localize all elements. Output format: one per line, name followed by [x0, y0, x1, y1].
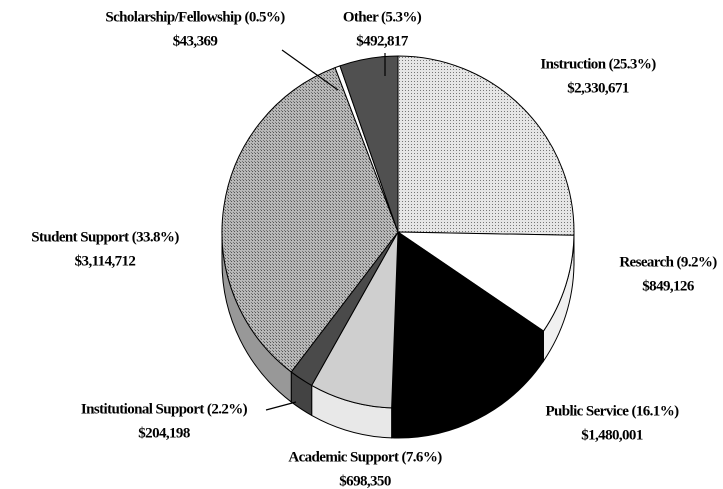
value-label: $492,817	[356, 33, 409, 49]
slice-label: Scholarship/Fellowship (0.5%)	[105, 9, 285, 25]
value-label: $43,369	[173, 33, 218, 49]
leader-line	[281, 49, 339, 91]
pie-slice	[339, 55, 399, 233]
slice-label: Institutional Support (2.2%)	[81, 401, 248, 417]
slice-label: Other (5.3%)	[343, 9, 422, 25]
leader-line	[265, 401, 297, 411]
slice-label: Academic Support (7.6%)	[288, 449, 442, 465]
slice-label: Public Service (16.1%)	[545, 403, 679, 419]
slice-label: Research (9.2%)	[619, 254, 717, 270]
slice-label: Student Support (33.8%)	[31, 229, 179, 245]
value-label: $849,126	[642, 278, 695, 294]
pie	[221, 55, 575, 439]
value-label: $1,480,001	[581, 427, 643, 443]
value-label: $698,350	[339, 473, 391, 489]
value-label: $3,114,712	[75, 253, 136, 269]
value-label: $204,198	[138, 425, 190, 441]
slice-label: Instruction (25.3%)	[540, 56, 656, 72]
pie-slice	[391, 231, 545, 409]
pie-slice	[396, 231, 575, 332]
pie-slice	[397, 55, 575, 236]
pie-slice	[221, 66, 399, 373]
value-label: $2,330,671	[567, 80, 629, 96]
